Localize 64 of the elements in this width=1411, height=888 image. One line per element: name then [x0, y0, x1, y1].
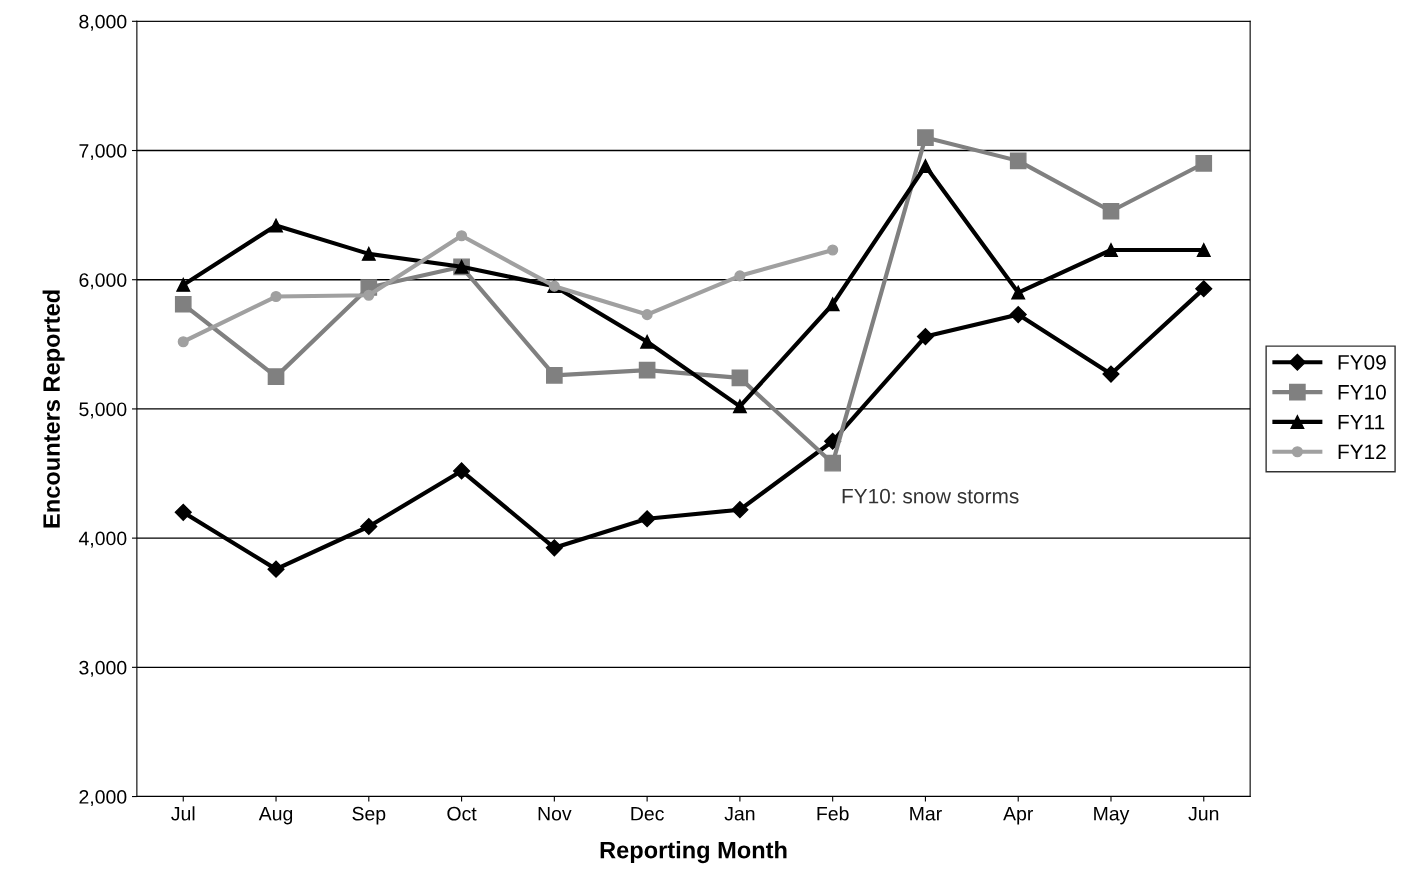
point [731, 501, 749, 519]
point [1011, 285, 1026, 300]
point [360, 517, 378, 536]
x-tick-label: Mar [910, 806, 942, 821]
point [731, 369, 749, 387]
x-tick-label: Apr [1003, 806, 1034, 825]
point [1196, 243, 1211, 257]
y-tick-label: 3,000 [79, 660, 127, 677]
point [1009, 306, 1027, 324]
point [361, 246, 376, 261]
y-axis-title: Encounters Reported [42, 290, 65, 528]
x-tick-label: Sep [352, 806, 386, 825]
point [916, 328, 934, 346]
point [174, 503, 192, 521]
point [638, 361, 656, 379]
point [267, 368, 285, 385]
x-tick-label: Aug [258, 806, 293, 825]
legend-label: FY10 [1338, 384, 1386, 400]
x-tick-label: Nov [538, 806, 572, 821]
point [1195, 280, 1213, 298]
point [825, 297, 840, 312]
point [1195, 155, 1213, 172]
point [270, 290, 282, 303]
point [545, 539, 563, 557]
legend-label: FY09 [1338, 355, 1386, 370]
point [638, 510, 656, 528]
point [177, 336, 189, 348]
x-tick-label: Dec [631, 806, 664, 821]
point [1104, 243, 1118, 257]
point [918, 159, 933, 173]
point [176, 277, 191, 292]
annotation: FY10: snow storms [842, 488, 1019, 504]
point [174, 295, 192, 313]
point [1009, 152, 1027, 170]
point [824, 454, 842, 472]
y-tick-label: 4,000 [78, 531, 127, 548]
point [827, 244, 839, 256]
x-tick-label: Oct [447, 806, 477, 821]
point [732, 399, 747, 414]
y-tick-label: 5,000 [79, 402, 127, 419]
legend-label: FY12 [1338, 444, 1386, 460]
point [917, 129, 934, 146]
x-tick-label: Jul [171, 806, 195, 821]
y-tick-label: 2,000 [79, 790, 127, 807]
point [641, 309, 653, 321]
x-tick-label: May [1094, 806, 1130, 825]
point [269, 218, 283, 233]
point [734, 270, 746, 282]
y-tick-label: 7,000 [79, 143, 127, 161]
y-tick-label: 8,000 [79, 14, 127, 31]
point [456, 230, 468, 242]
point [363, 289, 375, 301]
point [1102, 202, 1120, 220]
point [453, 462, 471, 480]
y-tick-label: 6,000 [79, 273, 127, 290]
point [267, 560, 285, 578]
x-tick-label: Jan [724, 806, 755, 821]
point [546, 366, 563, 384]
point [1102, 365, 1120, 383]
point [640, 334, 655, 349]
x-axis-title: Reporting Month [600, 841, 787, 864]
x-tick-label: Jun [1188, 806, 1219, 821]
legend-label: FY11 [1338, 414, 1385, 430]
x-tick-label: Feb [817, 806, 849, 821]
